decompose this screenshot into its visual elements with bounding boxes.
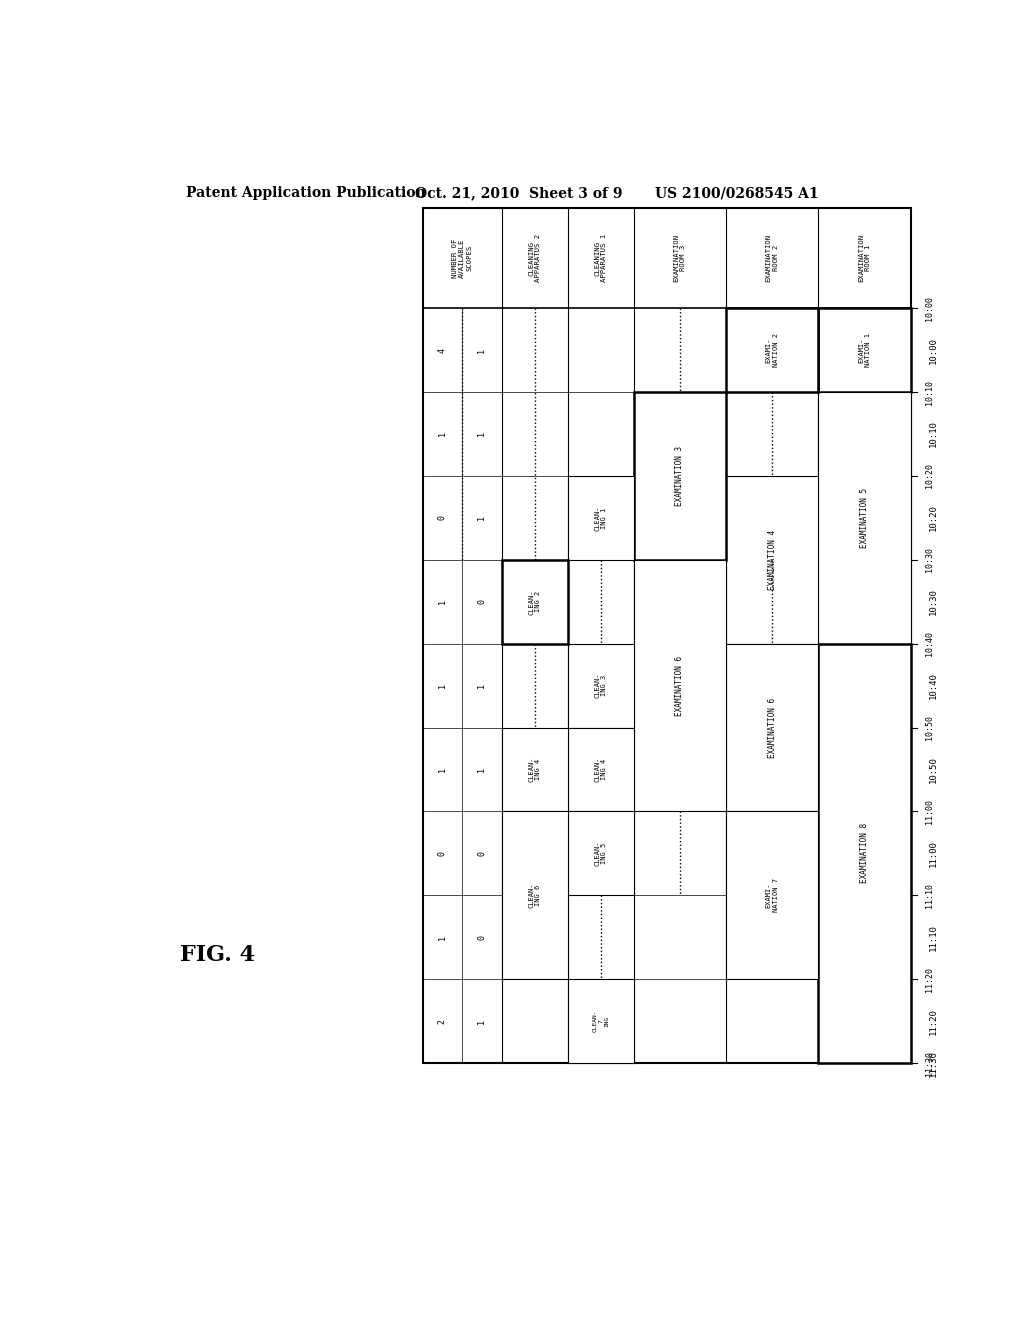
Bar — [634, 560, 726, 812]
Text: 10:00: 10:00 — [925, 296, 934, 321]
Text: EXAMI-
NATION 1: EXAMI- NATION 1 — [858, 333, 871, 367]
Text: 10:00: 10:00 — [929, 337, 937, 363]
Text: 10:10: 10:10 — [929, 421, 937, 447]
Bar — [502, 560, 567, 644]
Bar — [818, 644, 910, 1063]
Text: 1: 1 — [477, 767, 486, 772]
Text: 0: 0 — [477, 851, 486, 855]
Bar — [726, 812, 818, 979]
Text: 4: 4 — [438, 347, 446, 352]
Text: 0: 0 — [438, 515, 446, 520]
Text: 1: 1 — [477, 1019, 486, 1024]
Bar — [567, 812, 634, 895]
Text: 10:30: 10:30 — [929, 589, 937, 615]
Bar — [423, 209, 910, 1063]
Text: 0: 0 — [438, 851, 446, 855]
Text: 1: 1 — [438, 935, 446, 940]
Text: 10:20: 10:20 — [929, 504, 937, 532]
Bar — [726, 644, 818, 812]
Text: CLEAN-
ING 6: CLEAN- ING 6 — [528, 883, 541, 908]
Text: 11:00: 11:00 — [929, 840, 937, 867]
Text: 0: 0 — [477, 935, 486, 940]
Text: CLEANING
APPARATUS 1: CLEANING APPARATUS 1 — [594, 234, 607, 282]
Text: 1: 1 — [438, 767, 446, 772]
Text: EXAMINATION 6: EXAMINATION 6 — [675, 656, 684, 715]
Text: CLEAN-
ING 4: CLEAN- ING 4 — [594, 756, 607, 783]
Bar — [818, 392, 910, 644]
Bar — [726, 308, 818, 392]
Text: EXAMI-
NATION 7: EXAMI- NATION 7 — [766, 878, 778, 912]
Text: CLEAN-
ING 3: CLEAN- ING 3 — [594, 673, 607, 698]
Text: CLEAN-
7
ING: CLEAN- 7 ING — [592, 1010, 609, 1032]
Text: 11:10: 11:10 — [929, 924, 937, 950]
Bar — [818, 308, 910, 392]
Text: CLEANING
APPARATUS 2: CLEANING APPARATUS 2 — [528, 234, 541, 282]
Text: CLEAN-
ING 4: CLEAN- ING 4 — [528, 756, 541, 783]
Text: EXAMINATION 4: EXAMINATION 4 — [768, 529, 776, 590]
Text: CLEAN-
ING 1: CLEAN- ING 1 — [594, 506, 607, 531]
Bar — [634, 392, 726, 560]
Text: EXAMI-
NATION 2: EXAMI- NATION 2 — [766, 333, 778, 367]
Text: 10:50: 10:50 — [929, 756, 937, 783]
Text: 10:50: 10:50 — [925, 715, 934, 741]
Text: 10:40: 10:40 — [925, 631, 934, 656]
Text: EXAMINATION 5: EXAMINATION 5 — [860, 488, 869, 548]
Text: 11:30: 11:30 — [925, 1051, 934, 1076]
Bar — [726, 477, 818, 644]
Text: 10:20: 10:20 — [925, 463, 934, 488]
Text: NUMBER OF
AVAILABLE
SCOPES: NUMBER OF AVAILABLE SCOPES — [452, 239, 472, 279]
Bar — [567, 979, 634, 1063]
Bar — [567, 477, 634, 560]
Text: 1: 1 — [477, 684, 486, 688]
Text: 1: 1 — [477, 347, 486, 352]
Text: 1: 1 — [438, 599, 446, 605]
Text: 2: 2 — [438, 1019, 446, 1024]
Text: EXAMINATION 8: EXAMINATION 8 — [860, 824, 869, 883]
Text: US 2100/0268545 A1: US 2100/0268545 A1 — [655, 186, 818, 201]
Text: 10:10: 10:10 — [925, 380, 934, 404]
Text: EXAMINATION 6: EXAMINATION 6 — [768, 697, 776, 758]
Text: EXAMINATION 3: EXAMINATION 3 — [675, 446, 684, 506]
Text: 1: 1 — [438, 432, 446, 437]
Text: 1: 1 — [477, 515, 486, 520]
Text: 1: 1 — [438, 684, 446, 688]
Text: 11:10: 11:10 — [925, 883, 934, 908]
Text: EXAMINATION
ROOM 3: EXAMINATION ROOM 3 — [674, 234, 686, 282]
Bar — [567, 727, 634, 812]
Text: 11:20: 11:20 — [929, 1007, 937, 1035]
Text: 11:20: 11:20 — [925, 966, 934, 991]
Text: 11:30: 11:30 — [929, 1049, 937, 1077]
Text: 10:40: 10:40 — [929, 672, 937, 700]
Text: EXAMINATION
ROOM 2: EXAMINATION ROOM 2 — [766, 234, 778, 282]
Bar — [502, 727, 567, 812]
Text: 1: 1 — [477, 432, 486, 437]
Text: 11:00: 11:00 — [925, 799, 934, 824]
Bar — [567, 644, 634, 727]
Text: Oct. 21, 2010  Sheet 3 of 9: Oct. 21, 2010 Sheet 3 of 9 — [415, 186, 623, 201]
Text: CLEAN-
ING 2: CLEAN- ING 2 — [528, 589, 541, 615]
Text: FIG. 4: FIG. 4 — [179, 944, 255, 966]
Text: CLEAN-
ING 5: CLEAN- ING 5 — [594, 841, 607, 866]
Text: EXAMINATION
ROOM 1: EXAMINATION ROOM 1 — [858, 234, 871, 282]
Bar — [502, 812, 567, 979]
Text: 0: 0 — [477, 599, 486, 605]
Text: Patent Application Publication: Patent Application Publication — [186, 186, 426, 201]
Text: 10:30: 10:30 — [925, 548, 934, 573]
